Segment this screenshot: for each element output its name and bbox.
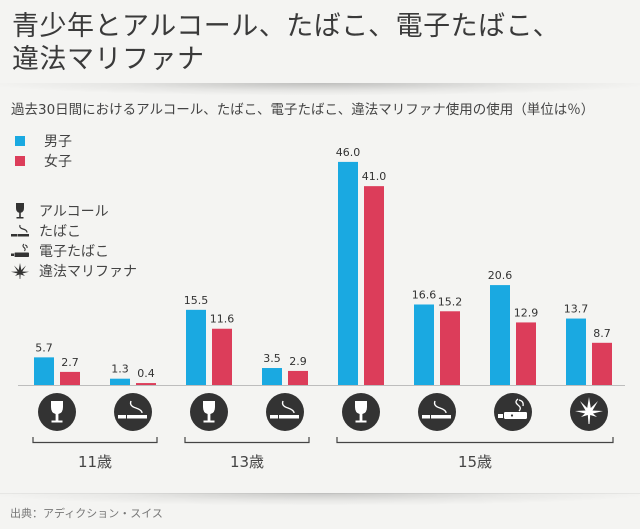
bar-girls: [516, 322, 536, 385]
bar-girls: [288, 370, 308, 385]
legend-label: アルコール: [39, 204, 109, 220]
bar-boys: [110, 378, 130, 385]
cigarette-icon: [266, 393, 304, 431]
header-divider: [0, 83, 640, 95]
cigarette-icon: [114, 393, 152, 431]
data-label-boys: 3.5: [263, 352, 281, 365]
legend-item-girls: 女子: [15, 151, 137, 171]
data-label-girls: 0.4: [137, 367, 155, 380]
bar-boys: [490, 285, 510, 385]
bar-boys: [262, 368, 282, 385]
bar-girls: [212, 328, 232, 385]
data-label-girls: 2.7: [61, 356, 79, 369]
bar-boys: [566, 318, 586, 385]
bar-boys: [186, 309, 206, 385]
wine-glass-icon: [342, 393, 380, 431]
data-label-boys: 15.5: [184, 294, 209, 307]
data-label-boys: 13.7: [564, 303, 589, 316]
legend-label: 女子: [44, 154, 72, 170]
data-label-boys: 20.6: [488, 269, 513, 282]
cigarette-icon: [418, 393, 456, 431]
legend-item-e-cigarette: 電子たばこ: [11, 241, 137, 261]
cigarette-icon: [11, 224, 29, 237]
boys-swatch: [15, 136, 25, 146]
legend-item-boys: 男子: [15, 131, 137, 151]
chart-subtitle: 過去30日間におけるアルコール、たばこ、電子たばこ、違法マリファナ使用の使用（単…: [11, 102, 595, 118]
legend-label: 男子: [44, 134, 72, 150]
age-group-bracket: [336, 437, 614, 444]
footer-divider: [0, 493, 640, 494]
data-label-boys: 16.6: [412, 288, 437, 301]
wine-glass-icon: [38, 393, 76, 431]
bar-chart: 5.7 1.3 15.5 3.5 46.0 16.6 20.6 13.7 2.7 0.4 11.6 2…: [18, 146, 625, 471]
legend-item-tobacco: たばこ: [11, 221, 137, 241]
legend-item-alcohol: アルコール: [15, 201, 137, 221]
e-cigarette-icon: [11, 243, 29, 257]
bar-boys: [414, 304, 434, 385]
bar-boys: [34, 357, 54, 385]
data-label-boys: 5.7: [35, 341, 53, 354]
age-group-label: 13歳: [230, 453, 264, 471]
title-line-2: 違法マリファナ: [12, 44, 205, 75]
data-label-girls: 15.2: [438, 295, 463, 308]
age-group-label: 11歳: [78, 453, 112, 471]
bar-girls: [60, 371, 80, 385]
legend: 男子 女子 アルコール たばこ 電子たばこ 違法マリファナ: [11, 131, 137, 281]
e-cigarette-icon: [494, 393, 532, 431]
legend-label: 電子たばこ: [39, 244, 109, 260]
wine-glass-icon: [190, 393, 228, 431]
cannabis-leaf-icon: [11, 263, 29, 279]
girls-swatch: [15, 156, 25, 166]
cannabis-leaf-icon: [570, 393, 608, 431]
legend-item-marijuana: 違法マリファナ: [11, 261, 137, 281]
legend-label: たばこ: [39, 224, 81, 240]
source-note: 出典：アディクション・スイス: [10, 507, 163, 520]
data-label-girls: 41.0: [362, 170, 387, 183]
bar-girls: [440, 311, 460, 385]
title-line-1: 青少年とアルコール、たばこ、電子たばこ、: [12, 11, 561, 42]
data-label-boys: 1.3: [111, 363, 129, 376]
data-label-girls: 12.9: [514, 306, 539, 319]
data-label-girls: 8.7: [593, 327, 611, 340]
header: 青少年とアルコール、たばこ、電子たばこ、 違法マリファナ: [0, 0, 640, 83]
page-title: 青少年とアルコール、たばこ、電子たばこ、 違法マリファナ: [12, 10, 560, 76]
bar-girls: [592, 342, 612, 385]
data-label-boys: 46.0: [336, 146, 361, 159]
age-group-bracket: [32, 437, 158, 444]
data-label-girls: 11.6: [210, 313, 235, 326]
icon-badge: [114, 393, 152, 431]
bar-boys: [338, 161, 358, 385]
age-group-bracket: [184, 437, 310, 444]
bar-girls: [136, 383, 156, 385]
bar-girls: [364, 186, 384, 385]
wine-glass-icon: [16, 203, 24, 219]
age-group-label: 15歳: [458, 453, 492, 471]
data-label-girls: 2.9: [289, 355, 307, 368]
footer-shadow: [0, 493, 640, 505]
icon-badge: [266, 393, 304, 431]
icon-badge: [418, 393, 456, 431]
legend-label: 違法マリファナ: [39, 264, 137, 280]
